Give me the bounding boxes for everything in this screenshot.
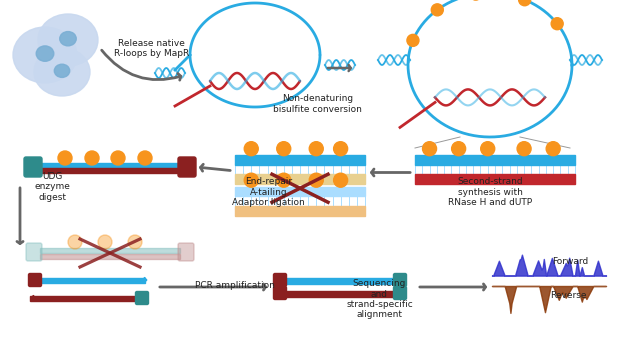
Circle shape	[334, 142, 347, 156]
Text: End-repair
A-tailing
Adaptor ligation: End-repair A-tailing Adaptor ligation	[232, 177, 305, 207]
Circle shape	[128, 235, 142, 249]
FancyBboxPatch shape	[28, 273, 41, 286]
Circle shape	[309, 173, 323, 187]
FancyBboxPatch shape	[24, 157, 42, 177]
Bar	[235, 206, 365, 216]
Bar	[40, 168, 180, 173]
Text: Reverse: Reverse	[550, 291, 587, 300]
Circle shape	[551, 18, 563, 30]
Text: PCR amplification: PCR amplification	[194, 281, 275, 290]
Circle shape	[277, 142, 291, 156]
Bar	[285, 291, 395, 297]
FancyBboxPatch shape	[26, 243, 42, 261]
Ellipse shape	[38, 14, 98, 66]
Circle shape	[519, 0, 531, 6]
Circle shape	[334, 173, 347, 187]
Bar	[415, 155, 575, 165]
Circle shape	[277, 173, 291, 187]
Text: UDG
enzyme
digest: UDG enzyme digest	[35, 172, 70, 202]
Bar	[40, 278, 145, 283]
Circle shape	[244, 142, 259, 156]
Circle shape	[407, 34, 419, 46]
Circle shape	[85, 151, 99, 165]
Text: Forward: Forward	[553, 257, 589, 266]
Circle shape	[244, 173, 259, 187]
Bar	[490, 242, 608, 322]
FancyBboxPatch shape	[273, 286, 286, 300]
Text: Non-denaturing
bisulfite conversion: Non-denaturing bisulfite conversion	[273, 94, 362, 113]
Circle shape	[68, 235, 82, 249]
Text: Release native
R-loops by MapR: Release native R-loops by MapR	[114, 39, 189, 58]
Circle shape	[452, 142, 466, 156]
Bar	[40, 248, 180, 253]
FancyBboxPatch shape	[394, 286, 407, 300]
Bar	[40, 254, 180, 259]
Circle shape	[309, 142, 323, 156]
Circle shape	[517, 142, 531, 156]
Circle shape	[111, 151, 125, 165]
Text: Second-strand
synthesis with
RNase H and dUTP: Second-strand synthesis with RNase H and…	[449, 177, 532, 207]
Bar	[285, 278, 395, 284]
Ellipse shape	[36, 46, 54, 61]
Circle shape	[138, 151, 152, 165]
Bar	[235, 174, 365, 184]
FancyBboxPatch shape	[394, 273, 407, 286]
Text: Sequencing
and
strand-specific
alignment: Sequencing and strand-specific alignment	[346, 279, 413, 319]
Ellipse shape	[13, 27, 77, 83]
Circle shape	[98, 235, 112, 249]
Circle shape	[423, 142, 437, 156]
FancyBboxPatch shape	[178, 157, 196, 177]
Circle shape	[58, 151, 72, 165]
Bar	[415, 174, 575, 184]
Ellipse shape	[54, 64, 70, 78]
Ellipse shape	[60, 31, 77, 46]
Bar	[40, 163, 180, 168]
FancyBboxPatch shape	[178, 243, 194, 261]
FancyBboxPatch shape	[273, 273, 286, 286]
FancyBboxPatch shape	[136, 291, 149, 304]
Circle shape	[546, 142, 560, 156]
Bar	[30, 296, 135, 301]
Bar	[235, 186, 365, 196]
Circle shape	[481, 142, 495, 156]
Ellipse shape	[34, 48, 90, 96]
Bar	[235, 155, 365, 165]
Circle shape	[431, 4, 443, 16]
